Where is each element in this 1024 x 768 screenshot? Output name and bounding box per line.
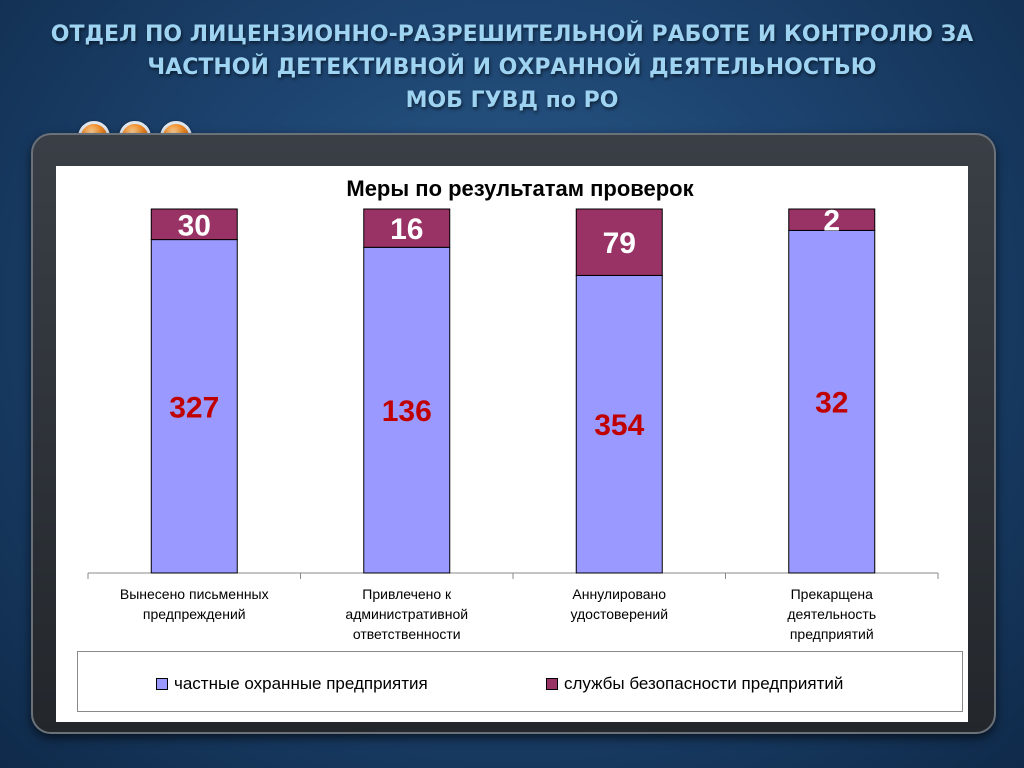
data-label-security-4: 2 [823,205,840,238]
legend-item-security: службы безопасности предприятий [546,674,843,694]
bar-security-3 [575,208,663,276]
legend-swatch-security [546,678,558,690]
category-label-1-line-1: Вынесено письменных [120,586,269,602]
chart-title: Меры по результатам проверок [346,176,694,201]
category-label-4-line-1: Прекарщена [791,586,874,602]
category-label-4-line-2: деятельность [787,606,876,622]
data-label-private-4: 32 [815,387,848,420]
category-label-3-line-1: Аннулировано [572,586,666,602]
slide-title: ОТДЕЛ ПО ЛИЦЕНЗИОННО-РАЗРЕШИТЕЛЬНОЙ РАБО… [0,18,1024,117]
bar-security-1 [150,208,238,241]
bar-private-1 [150,239,238,574]
category-label-4-line-3: предприятий [790,626,874,642]
legend-item-private: частные охранные предприятия [156,674,428,694]
bar-private-3 [575,274,663,574]
data-label-private-2: 136 [382,395,432,428]
legend-swatch-private [156,678,168,690]
bar-private-4 [788,229,876,574]
legend-label-security: службы безопасности предприятий [564,674,844,693]
slide-title-line-1: ОТДЕЛ ПО ЛИЦЕНЗИОННО-РАЗРЕШИТЕЛЬНОЙ РАБО… [50,22,974,47]
data-label-security-2: 16 [390,213,423,246]
bar-security-4 [788,208,876,231]
category-label-2-line-2: административной [345,606,468,622]
data-label-security-1: 30 [178,209,211,242]
slide-title-line-3: МОБ ГУВД по РО [405,88,619,113]
data-label-private-3: 354 [594,409,644,442]
legend-label-private: частные охранные предприятия [174,674,428,693]
data-label-private-1: 327 [169,391,219,424]
category-label-3-line-2: удостоверений [570,606,668,622]
bar-private-2 [363,246,451,574]
category-label-1-line-2: предпреждений [143,606,246,622]
data-label-security-3: 79 [603,227,636,260]
chart-panel: Меры по результатам проверок 327 30 Вынесен… [56,166,968,722]
stacked-bar-chart: Меры по результатам проверок 327 30 Вынесен… [87,176,939,642]
slide-title-line-2: ЧАСТНОЙ ДЕТЕКТИВНОЙ И ОХРАННОЙ ДЕЯТЕЛЬНО… [147,55,877,80]
chart-legend: частные охранные предприятия службы безо… [77,651,963,712]
category-label-2-line-1: Привлечено к [362,586,452,602]
bar-security-2 [363,208,451,248]
category-label-2-line-3: ответственности [353,626,461,642]
